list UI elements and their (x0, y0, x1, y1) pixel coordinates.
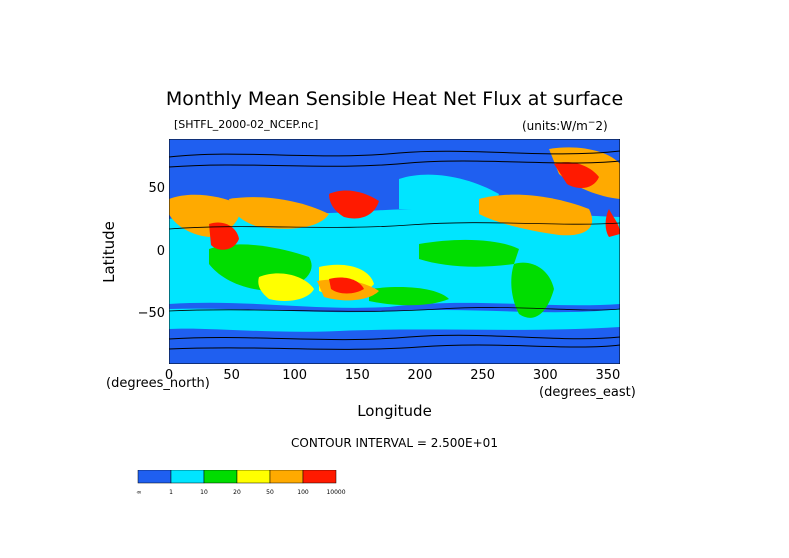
legend-label: 10000 (326, 489, 345, 496)
legend-swatch (302, 470, 337, 484)
indian-ocean-yellow (258, 273, 314, 301)
south-pacific-green (369, 287, 449, 306)
south-america-green (511, 262, 554, 318)
southern-cyan-band (169, 308, 620, 332)
legend-label: 1 (169, 489, 173, 496)
north-asia-orange (229, 197, 329, 229)
y-tick-label: 0 (156, 243, 165, 259)
legend-label: 10 (200, 489, 208, 496)
east-asia-red (329, 190, 379, 219)
australia-red (329, 277, 364, 294)
x-tick-label: 200 (407, 368, 433, 383)
x-tick-label: 350 (595, 368, 621, 383)
file-label: [SHTFL_2000-02_NCEP.nc] (174, 118, 319, 131)
legend-swatch (137, 470, 172, 484)
tropical-contour (169, 222, 620, 230)
x-tick-label: 100 (282, 368, 308, 383)
contour-interval-text: CONTOUR INTERVAL = 2.500E+01 (291, 436, 498, 450)
legend-label: 100 (297, 489, 309, 496)
antarctic-contours (169, 334, 620, 341)
pacific-green (419, 239, 519, 267)
north-america-red (554, 162, 599, 189)
legend-swatch (170, 470, 205, 484)
x-axis-label: Longitude (357, 402, 432, 420)
x-axis-unit: (degrees_east) (539, 385, 636, 400)
color-legend: -∞ 1 10 20 50 100 10000 (136, 470, 346, 496)
legend-swatch (269, 470, 304, 484)
x-tick-label: 0 (164, 368, 174, 383)
north-america-orange (479, 194, 593, 236)
chart-title: Monthly Mean Sensible Heat Net Flux at s… (165, 88, 624, 110)
legend-swatch (236, 470, 271, 484)
y-axis-label: Latitude (99, 221, 118, 283)
x-tick-label: 250 (470, 368, 496, 383)
flux-map (169, 139, 620, 364)
y-tick-label: −50 (137, 306, 165, 321)
north-atlantic-cyan (399, 174, 499, 219)
arctic-contours-2 (169, 160, 620, 168)
legend-label: -∞ (136, 489, 142, 496)
legend-label: 20 (233, 489, 241, 496)
y-axis-unit: (degrees_north) (106, 376, 210, 391)
legend-swatch (203, 470, 238, 484)
africa-red (209, 222, 239, 250)
antarctic-contours-2 (169, 344, 620, 350)
y-tick-label: 50 (148, 181, 165, 196)
x-tick-label: 300 (532, 368, 558, 383)
x-tick-label: 50 (223, 368, 240, 383)
legend-label: 50 (266, 489, 274, 496)
arctic-contours (169, 150, 620, 158)
x-tick-label: 150 (344, 368, 370, 383)
units-label: (units:W/m−2) (522, 118, 608, 133)
southern-contour (169, 307, 620, 312)
